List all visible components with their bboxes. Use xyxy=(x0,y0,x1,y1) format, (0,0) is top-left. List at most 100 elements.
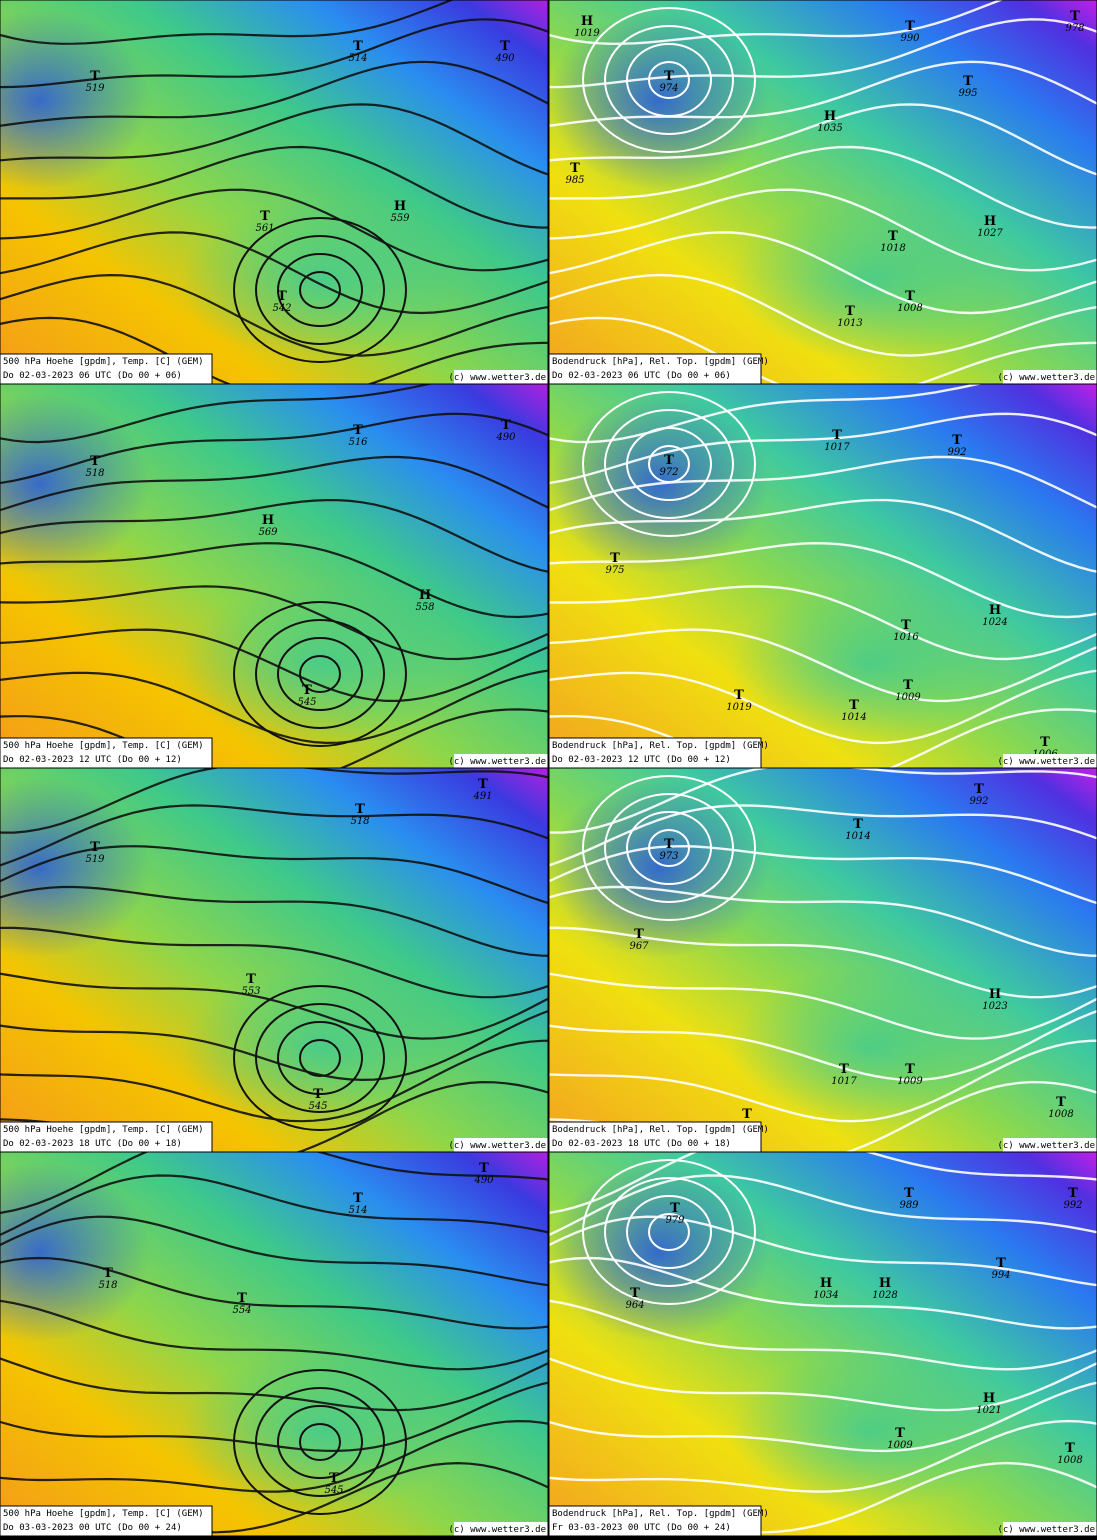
center-symbol: T xyxy=(1070,9,1080,24)
cold-core xyxy=(0,778,150,958)
contour-line xyxy=(0,768,548,834)
caption: Bodendruck [hPa], Rel. Top. [gpdm] (GEM) xyxy=(552,1509,769,1519)
contour-line xyxy=(549,885,1097,957)
contour-line xyxy=(0,231,548,315)
caption-time: Do 02-03-2023 18 UTC (Do 00 + 18) xyxy=(552,1139,731,1149)
center-symbol: T xyxy=(1040,735,1050,750)
closed-contour xyxy=(626,1195,712,1269)
center-symbol: T xyxy=(664,453,674,468)
contour-line xyxy=(549,844,1097,905)
center-symbol: H xyxy=(824,109,836,124)
center-value: 1019 xyxy=(726,702,752,713)
center-symbol: T xyxy=(277,289,287,304)
center-symbol: T xyxy=(353,1191,363,1206)
center-symbol: T xyxy=(895,1426,905,1441)
center-symbol: T xyxy=(974,782,984,797)
caption: 500 hPa Hoehe [gpdm], Temp. [C] (GEM) xyxy=(3,741,203,751)
center-symbol: T xyxy=(901,618,911,633)
closed-contour xyxy=(582,775,756,921)
center-value: 553 xyxy=(241,986,260,997)
center-symbol: T xyxy=(905,289,915,304)
cold-core xyxy=(0,1162,150,1342)
closed-contour xyxy=(299,1423,341,1461)
contour-line xyxy=(0,1010,548,1082)
center-symbol: T xyxy=(329,1471,339,1486)
center-value: 1017 xyxy=(831,1076,857,1087)
center-symbol: T xyxy=(630,1286,640,1301)
caption-box xyxy=(549,1121,762,1152)
closed-contour xyxy=(277,253,363,327)
caption-box xyxy=(549,353,762,384)
contour-line xyxy=(0,1357,548,1412)
caption-time: Do 03-03-2023 00 UTC (Do 00 + 24) xyxy=(3,1523,182,1533)
caption-time: Do 02-03-2023 12 UTC (Do 00 + 12) xyxy=(3,755,182,765)
center-symbol: H xyxy=(983,1391,995,1406)
center-value: 978 xyxy=(1065,23,1084,34)
center-value: 514 xyxy=(348,1205,367,1216)
center-value: 519 xyxy=(85,83,105,94)
center-value: 554 xyxy=(232,1305,251,1316)
center-symbol: H xyxy=(989,987,1001,1002)
center-symbol: T xyxy=(845,304,855,319)
center-symbol: T xyxy=(734,688,744,703)
closed-contour xyxy=(277,1405,363,1479)
center-value: 1009 xyxy=(897,1076,923,1087)
center-value: 1017 xyxy=(824,442,850,453)
closed-contour xyxy=(604,793,734,903)
credit: (c) www.wetter3.de xyxy=(997,373,1095,383)
contour-line xyxy=(549,498,1097,573)
contour-line xyxy=(549,455,1097,512)
cold-core xyxy=(549,1162,769,1342)
center-value: 1008 xyxy=(897,303,922,314)
center-value: 518 xyxy=(98,1280,117,1291)
center-value: 545 xyxy=(324,1485,343,1496)
center-symbol: H xyxy=(262,513,274,528)
center-value: 1008 xyxy=(1057,1455,1082,1466)
contour-line xyxy=(0,972,548,1040)
contour-line xyxy=(549,926,1097,999)
center-symbol: T xyxy=(500,39,510,54)
center-symbol: H xyxy=(989,603,1001,618)
contour-line xyxy=(0,60,548,127)
center-symbol: T xyxy=(90,840,100,855)
contour-line xyxy=(0,455,548,512)
contour-line xyxy=(0,1152,548,1214)
caption-time: Fr 03-03-2023 00 UTC (Do 00 + 24) xyxy=(552,1523,731,1533)
center-value: 1027 xyxy=(977,228,1003,239)
panel-content: T973T967T1014T992H1023T1017T1009T1018T10… xyxy=(549,768,1097,1152)
map-panel: H1019T974H1035T995T985T1018H1027T1013T10… xyxy=(548,0,1097,385)
center-value: 1013 xyxy=(837,318,862,329)
contour-line xyxy=(0,585,548,661)
center-symbol: T xyxy=(849,698,859,713)
closed-contour xyxy=(648,829,690,867)
cold-core xyxy=(0,10,150,190)
closed-contour xyxy=(299,655,341,693)
center-symbol: T xyxy=(478,777,488,792)
contour-line xyxy=(549,1009,1097,1082)
panel-content: H1019T974H1035T995T985T1018H1027T1013T10… xyxy=(549,0,1097,384)
contour-line xyxy=(549,1256,1097,1330)
contour-line xyxy=(0,188,548,272)
contour-line xyxy=(0,18,548,89)
closed-contour xyxy=(233,1369,407,1515)
center-value: 559 xyxy=(390,213,410,224)
center-value: 490 xyxy=(495,432,516,443)
closed-contour xyxy=(299,1039,341,1077)
center-value: 519 xyxy=(85,854,105,865)
mid-region xyxy=(729,968,1009,1128)
contour-line xyxy=(0,542,548,619)
contour-line xyxy=(0,273,548,357)
contour-line xyxy=(549,1419,1097,1493)
credit-box xyxy=(454,754,548,768)
caption-box xyxy=(0,353,213,384)
center-symbol: T xyxy=(1056,1095,1066,1110)
center-symbol: T xyxy=(853,817,863,832)
caption-box xyxy=(0,737,213,768)
center-symbol: T xyxy=(355,802,365,817)
center-value: 1009 xyxy=(895,692,921,703)
center-value: 967 xyxy=(629,941,649,952)
